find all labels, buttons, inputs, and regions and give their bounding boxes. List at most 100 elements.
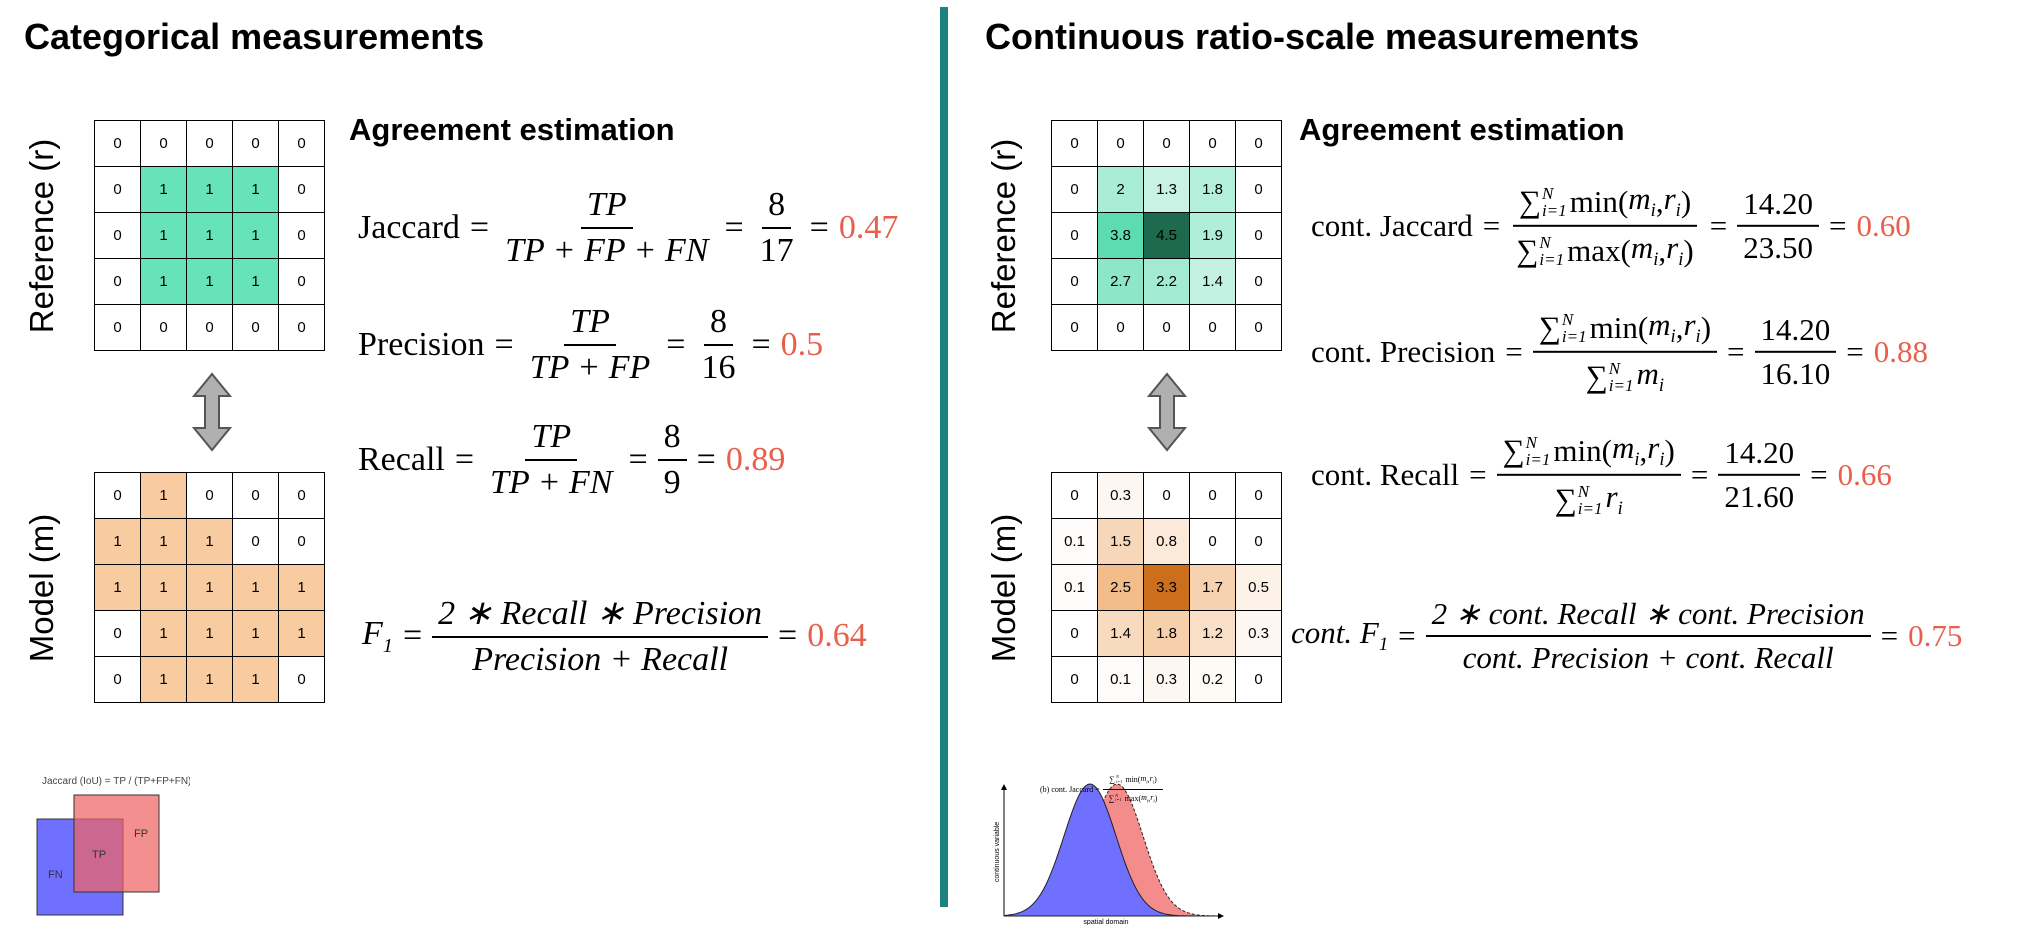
double-arrow (1146, 372, 1188, 452)
grid-cell: 0 (95, 167, 141, 213)
math-var: ri (1606, 479, 1623, 520)
denominator: 23.50 (1737, 227, 1819, 266)
formula-text: r (1663, 180, 1676, 216)
math-var: ri (1666, 230, 1683, 271)
math-var: ri (1664, 181, 1681, 222)
grid-cell: 1.9 (1190, 213, 1236, 259)
grid-cell: 0 (187, 305, 233, 351)
math-var: F1 (362, 615, 393, 658)
fraction: TP TP + FP (524, 303, 657, 387)
formula-text: r (1647, 429, 1660, 465)
denominator: 9 (658, 461, 687, 502)
denominator: 16 (695, 346, 741, 387)
formula-text: 8 (768, 186, 786, 223)
grid-cell: 1 (141, 611, 187, 657)
formula-text: , (1148, 793, 1151, 803)
numerator: 2 ∗ cont. Recall ∗ cont. Precision (1425, 596, 1871, 637)
reference-label: Reference (r) (985, 138, 1022, 334)
formula-text: N (1539, 232, 1551, 252)
arrow-shape (1146, 372, 1188, 452)
grid-cell: 0 (1236, 213, 1282, 259)
formula-text: = (1398, 618, 1416, 653)
distribution-plot: continuous variable spatial domain (994, 783, 1224, 925)
formula-text: min (1569, 183, 1618, 219)
numerator: 14.20 (1718, 435, 1801, 476)
formula-text: = (1727, 334, 1745, 369)
fraction: 2 ∗ Recall ∗ Precision Precision + Recall (432, 593, 769, 679)
denominator: Precision + Recall (466, 638, 734, 679)
grid-cell: 0 (279, 473, 325, 519)
grid-cell: 1 (95, 565, 141, 611)
subscript: 1 (1378, 634, 1389, 656)
grid-cell: 1.8 (1144, 611, 1190, 657)
formula-text: N (1561, 309, 1574, 329)
grid-cell: 1 (233, 657, 279, 703)
formula-text: , (1658, 232, 1667, 268)
grid: 0 0 0 0 0 0 2 1.3 1.8 0 0 3.8 4.5 1.9 0 0 2.7 2.2 1.4 0 0 0 0 0… (1051, 120, 1282, 351)
formula-text: i=1 (1115, 778, 1123, 784)
grid-cell: 0 (1236, 121, 1282, 167)
formula-text: r (1605, 479, 1618, 514)
grid-cell: 0 (95, 473, 141, 519)
formula-text: ∑ (1554, 481, 1577, 517)
arrow-shape (191, 372, 233, 452)
reference-label: Reference (r) (23, 138, 60, 334)
formula-text: ∑ (1585, 358, 1608, 394)
distribution-curve (1003, 783, 1218, 917)
grid-cell: 0 (1236, 657, 1282, 703)
numerator: TP (525, 418, 578, 461)
grid-cell: 0.3 (1098, 473, 1144, 519)
grid-cell: 0 (1052, 213, 1098, 259)
grid-cell: 1 (187, 167, 233, 213)
fraction: 2 ∗ cont. Recall ∗ cont. Precision cont. … (1425, 596, 1871, 676)
math-var: ri (1150, 793, 1154, 805)
numerator: 14.20 (1737, 186, 1819, 227)
grid-cell: 1 (141, 565, 187, 611)
venn-model (73, 794, 160, 893)
grid-cell: 1 (233, 167, 279, 213)
formula-text: Precision (358, 326, 485, 363)
venn-fp: FP (134, 828, 148, 840)
formula-text: TP + FP + FN (505, 232, 709, 269)
grid-cell: 0.2 (1190, 657, 1236, 703)
grid-cell: 0 (1052, 473, 1098, 519)
formula-text: ) (1154, 775, 1157, 785)
formula-text: 8 (663, 418, 681, 455)
formula-text: 0.66 (1837, 457, 1892, 492)
grid-cell: 0 (233, 519, 279, 565)
double-arrow (191, 372, 233, 452)
formula-text: 16.10 (1760, 356, 1831, 391)
formula-text: = (1709, 208, 1728, 243)
plot-x-label: spatial domain (1083, 919, 1128, 925)
fraction: TP TP + FP + FN (499, 186, 714, 270)
grid-cell: 0.5 (1236, 565, 1282, 611)
formula-text: = (809, 209, 829, 246)
formula-text: = (1846, 334, 1864, 369)
grid-cell: 0 (1236, 167, 1282, 213)
grid-cell: 0.3 (1236, 611, 1282, 657)
grid-cell: 1 (141, 657, 187, 703)
formula-text: TP (586, 186, 627, 223)
grid-cell: 1 (187, 213, 233, 259)
grid-cell: 0 (187, 121, 233, 167)
subscript: i (1678, 249, 1684, 271)
formula-text: , (1147, 775, 1150, 785)
subscript: i (1152, 780, 1155, 786)
formula-text: 14.20 (1743, 186, 1813, 221)
grid-cell: 1 (141, 519, 187, 565)
formula-text: Precision + Recall (472, 641, 729, 678)
math-var: mi (1637, 356, 1665, 397)
formula-text: 9 (663, 464, 681, 501)
formula-text: ( (1637, 309, 1649, 345)
denominator: 17 (754, 229, 800, 270)
formula-text: min (1589, 309, 1638, 345)
